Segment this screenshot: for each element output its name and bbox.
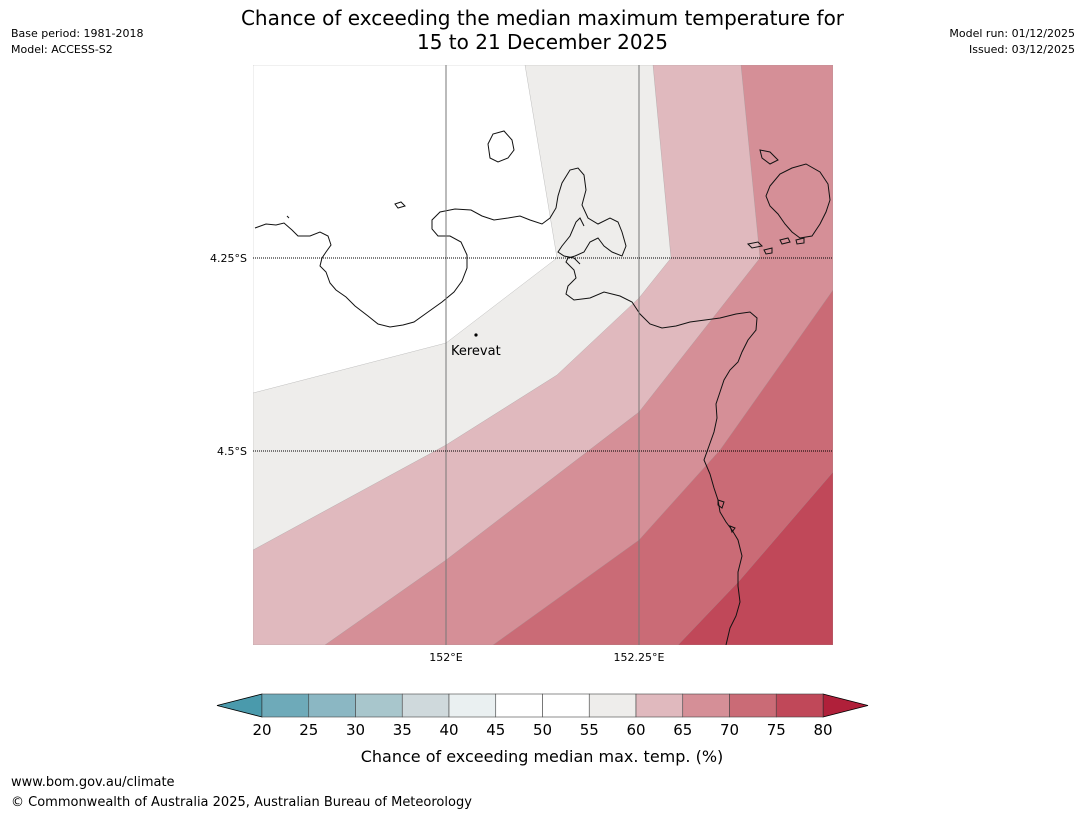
colorbar-tick-label: 20 [252,721,271,739]
islet-east-4 [779,237,791,245]
footer-copyright: © Commonwealth of Australia 2025, Austra… [11,795,472,810]
lat-label-4-25: 4.25°S [210,252,247,265]
colorbar-cell-b75_80 [775,693,824,718]
duke-of-york-islands [765,163,831,239]
colorbar-cell-b40_45 [448,693,497,718]
lon-label-152-25: 152.25°E [614,651,665,664]
colorbar-cell-b30_35 [355,693,403,718]
model-text: Model: ACCESS-S2 [11,43,113,56]
islet-east-1 [759,149,779,165]
colorbar-cell-b65_70 [682,693,730,718]
band-70-75 [492,289,833,645]
issued-text: Issued: 03/12/2025 [968,43,1075,56]
colorbar-tick-label: 30 [346,721,365,739]
probability-fill [253,65,833,645]
islet-small [394,201,406,209]
islet-east-6 [717,499,725,509]
colorbar-tick-label: 65 [673,721,692,739]
colorbar-cell-b70_75 [729,693,777,718]
kerevat-label: Kerevat [451,344,501,359]
colorbar-cell-b20_25 [261,693,310,718]
title-line-2: 15 to 21 December 2025 [416,30,668,54]
islet-east-5 [795,237,805,245]
coastline [254,130,831,645]
islet-east-2 [746,241,764,249]
kerevat-marker [474,333,478,337]
colorbar-cell-b60_65 [635,693,684,718]
colorbar-cell-b55_60 [588,693,637,718]
model-run-text: Model run: 01/12/2025 [949,27,1075,40]
islet-east-7 [729,525,736,534]
footer-url[interactable]: www.bom.gov.au/climate [11,775,175,790]
colorbar-cell-b50_55 [542,693,590,718]
map-title: Chance of exceeding the median maximum t… [0,6,1085,54]
peninsula-coast [557,217,585,265]
colorbar-tick-label: 35 [393,721,412,739]
islet-north [487,130,515,163]
colorbar-cell-b25_30 [308,693,356,718]
colorbar-cell-b45_50 [495,693,543,718]
colorbar-tick-label: 50 [533,721,552,739]
lat-label-4-5: 4.5°S [217,445,247,458]
colorbar-under-arrow [216,693,263,718]
graticule [253,65,833,645]
base-period-text: Base period: 1981-2018 [11,27,144,40]
island-coast [254,167,758,645]
colorbar-tick-label: 70 [720,721,739,739]
colorbar-over-arrow [822,693,869,718]
colorbar-tick-label: 75 [767,721,786,739]
colorbar-tick-label: 80 [813,721,832,739]
colorbar-label: Chance of exceeding median max. temp. (%… [361,747,724,766]
colorbar-tick-label: 60 [626,721,645,739]
colorbar-tick-label: 25 [299,721,318,739]
colorbar: 20 25 30 35 40 45 50 55 60 65 70 75 80 Chance of exc… [216,693,869,766]
islet-dot [286,215,290,219]
meta-right: Model run: 01/12/2025 Issued: 03/12/2025 [949,26,1075,58]
title-line-1: Chance of exceeding the median maximum t… [240,6,845,30]
colorbar-cell-b35_40 [401,693,450,718]
colorbar-ticks: 20 25 30 35 40 45 50 55 60 65 70 75 80 [252,721,832,739]
colorbar-tick-label: 45 [486,721,505,739]
islet-east-3 [763,247,773,255]
meta-left: Base period: 1981-2018 Model: ACCESS-S2 [11,26,143,58]
colorbar-tick-label: 40 [439,721,458,739]
colorbar-cells [216,693,869,718]
lon-label-152: 152°E [429,651,462,664]
band-75-80 [677,471,833,645]
colorbar-tick-label: 55 [580,721,599,739]
